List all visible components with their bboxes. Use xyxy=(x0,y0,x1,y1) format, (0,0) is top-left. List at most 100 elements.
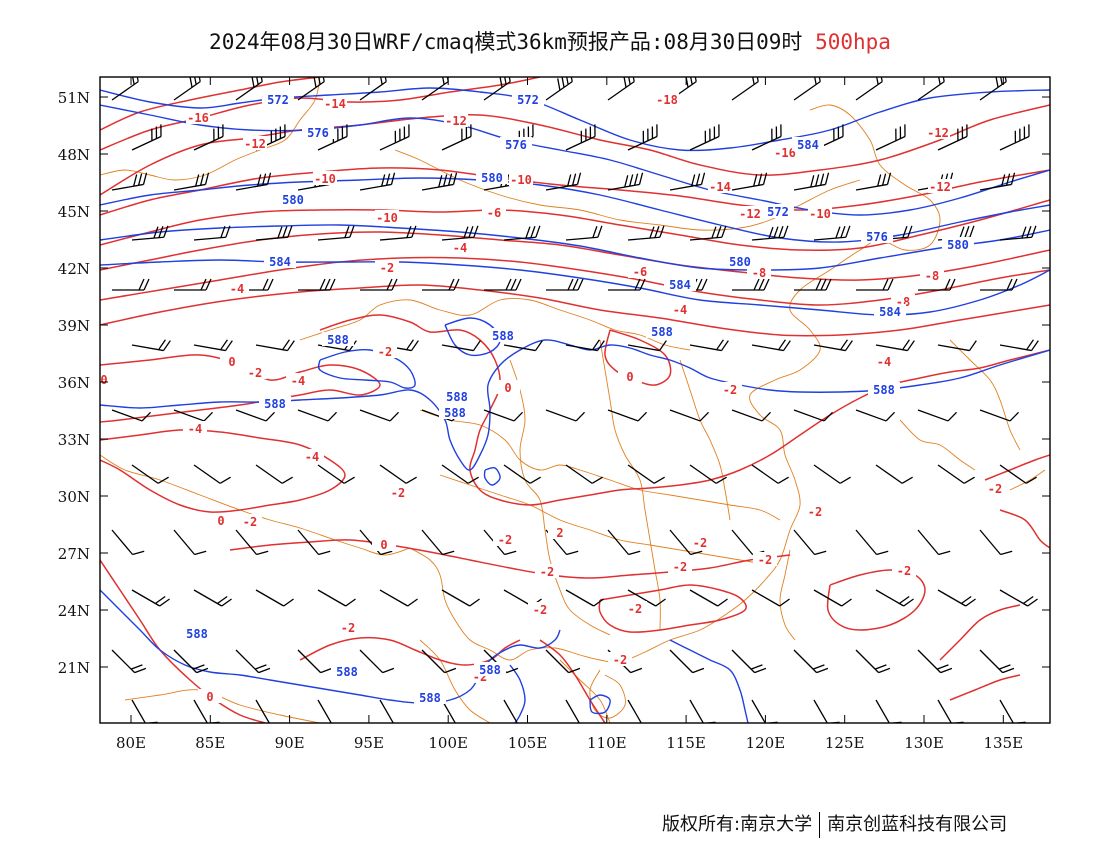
wind-barb xyxy=(565,699,583,723)
wind-barb xyxy=(546,278,584,291)
lat-label: 33N xyxy=(58,431,90,449)
lon-label: 115E xyxy=(666,734,706,752)
wind-barb xyxy=(751,225,789,241)
label-backdrop xyxy=(482,205,506,219)
temperature-contour xyxy=(100,77,321,131)
height-contour xyxy=(509,664,526,723)
boundary-line xyxy=(100,454,411,556)
height-contours xyxy=(100,87,1050,723)
label-backdrop xyxy=(181,626,213,640)
label-backdrop xyxy=(808,206,832,220)
wind-barb xyxy=(441,699,459,723)
label-backdrop xyxy=(773,145,797,159)
temperature-contour xyxy=(299,636,521,666)
label-backdrop xyxy=(724,254,756,268)
lon-label: 100E xyxy=(428,734,468,752)
copyright-footer: 版权所有:南京大学 南京创蓝科技有限公司 xyxy=(662,810,1007,838)
wind-barb xyxy=(979,77,1007,101)
wind-barb xyxy=(999,124,1030,151)
wind-barb xyxy=(111,77,139,101)
wind-barb xyxy=(980,278,1018,291)
wind-barb xyxy=(131,124,162,151)
temperature-label: -2 xyxy=(391,486,405,500)
height-label: 584 xyxy=(797,138,819,152)
wind-barb xyxy=(193,464,231,484)
wind-barb xyxy=(793,409,833,422)
temperature-label: 0 xyxy=(217,514,224,528)
label-backdrop xyxy=(535,564,559,578)
label-backdrop xyxy=(983,481,1007,495)
temperature-label: 0 xyxy=(228,355,235,369)
temperature-contour xyxy=(100,559,266,723)
wind-barb xyxy=(174,278,212,291)
height-label: 588 xyxy=(186,627,208,641)
temperature-label: -18 xyxy=(656,93,678,107)
wind-barbs xyxy=(111,77,1039,723)
temperature-label: -10 xyxy=(510,173,532,187)
temperature-label: -2 xyxy=(897,564,911,578)
height-label: 584 xyxy=(269,255,291,269)
wind-barb xyxy=(193,339,233,352)
label-backdrop xyxy=(323,96,347,110)
wind-barb xyxy=(173,172,210,191)
wind-barb xyxy=(627,699,645,723)
label-backdrop xyxy=(868,382,900,396)
temperature-label: -12 xyxy=(445,114,467,128)
wind-barb xyxy=(875,124,906,151)
label-backdrop xyxy=(209,513,233,527)
label-backdrop xyxy=(225,281,249,295)
wind-barb xyxy=(751,124,782,151)
wind-barb xyxy=(937,699,964,723)
wind-barb xyxy=(979,409,1019,422)
label-backdrop xyxy=(331,664,363,678)
label-backdrop xyxy=(493,532,517,546)
lat-label: 30N xyxy=(58,488,90,506)
wind-barb xyxy=(173,649,209,674)
boundary-line xyxy=(100,77,321,181)
boundary-line xyxy=(419,639,491,723)
wind-barb xyxy=(731,77,759,101)
wind-barb xyxy=(979,649,1015,674)
label-backdrop xyxy=(476,170,508,184)
wind-barb xyxy=(359,172,396,191)
temperature-contour xyxy=(539,639,606,723)
temperature-label: -12 xyxy=(927,126,949,140)
wind-barb xyxy=(627,225,665,241)
label-backdrop xyxy=(386,485,410,499)
lon-label: 85E xyxy=(195,734,225,752)
temperature-label: -2 xyxy=(533,603,547,617)
height-label: 588 xyxy=(651,325,673,339)
lat-label: 24N xyxy=(58,602,90,620)
label-backdrop xyxy=(439,405,471,419)
wind-barb xyxy=(441,124,472,151)
label-backdrop xyxy=(500,137,532,151)
boundary-line xyxy=(439,474,771,566)
wind-barb xyxy=(689,464,727,484)
wind-barb xyxy=(317,589,356,607)
temperature-label: -12 xyxy=(739,207,761,221)
lat-label: 48N xyxy=(58,146,90,164)
temperature-label: -10 xyxy=(376,211,398,225)
wind-barb xyxy=(669,172,706,191)
wind-barb xyxy=(937,340,977,352)
label-backdrop xyxy=(92,372,116,386)
lat-label: 42N xyxy=(58,260,90,278)
wind-barb xyxy=(751,339,791,352)
height-label: 584 xyxy=(879,305,901,319)
temperature-label: -4 xyxy=(291,374,305,388)
wind-barb xyxy=(813,589,852,607)
height-label: 580 xyxy=(947,238,969,252)
wind-barb xyxy=(379,589,418,607)
wind-barb xyxy=(855,77,883,101)
label-backdrop xyxy=(708,179,732,193)
label-backdrop xyxy=(238,514,262,528)
temperature-label: 0 xyxy=(380,538,387,552)
lon-label: 95E xyxy=(354,734,384,752)
label-backdrop xyxy=(441,389,473,403)
label-backdrop xyxy=(264,254,296,268)
wind-barb xyxy=(441,464,479,484)
wind-barb xyxy=(545,409,585,422)
title-main: 2024年08月30日WRF/cmaq模式36km预报产品:08月30日09时 xyxy=(209,30,803,54)
wind-barb xyxy=(627,464,665,484)
height-contour xyxy=(589,694,611,715)
